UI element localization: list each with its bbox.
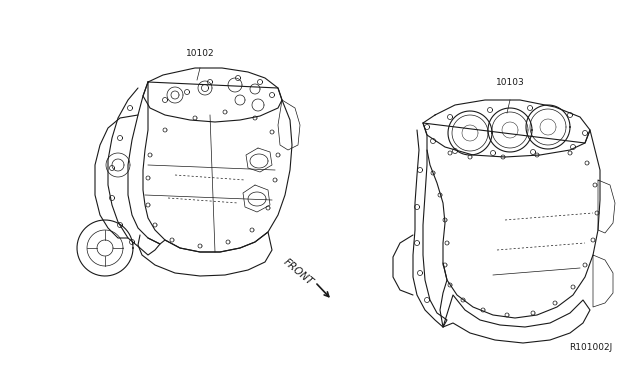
Text: FRONT: FRONT [281,257,315,287]
Text: 10102: 10102 [186,49,214,58]
Text: R101002J: R101002J [569,343,612,352]
Text: 10103: 10103 [495,78,524,87]
